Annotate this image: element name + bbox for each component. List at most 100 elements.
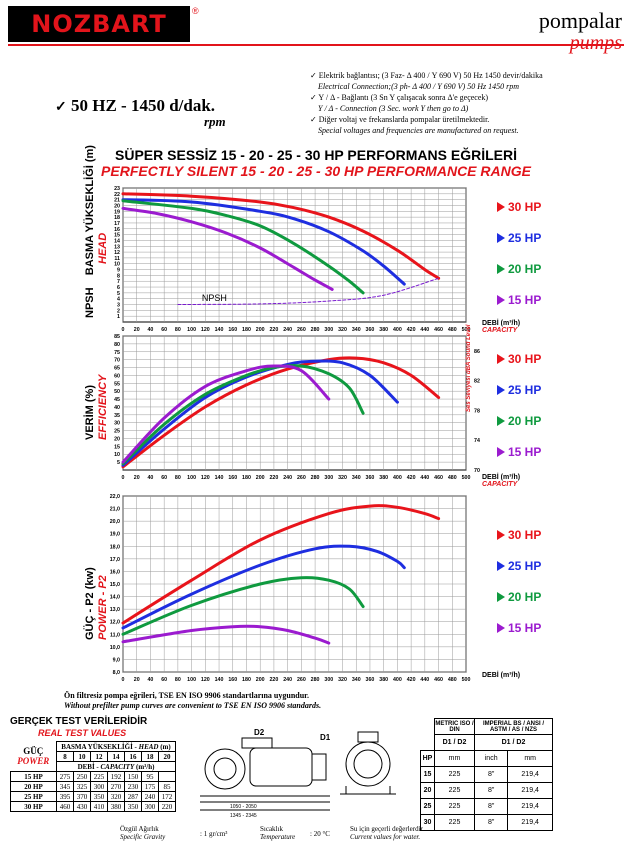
- x-tick-label: 240: [283, 677, 292, 683]
- sound-tick-label: 70: [474, 468, 480, 474]
- x-tick-label: 260: [297, 677, 306, 683]
- dim2-label: 1345 - 2345: [230, 813, 257, 819]
- plot-frame: [122, 335, 467, 471]
- table-row: 15 225 8" 219,4: [420, 766, 553, 783]
- y-tick-label: 8,0: [113, 670, 120, 676]
- capacity-value: 370: [73, 791, 91, 802]
- x-tick-label: 320: [338, 475, 347, 481]
- x-tick-label: 40: [147, 327, 153, 333]
- y-tick-label: 17,0: [110, 557, 120, 563]
- triangle-icon: [497, 561, 505, 571]
- y-tick-label: 5: [117, 460, 120, 466]
- y-tick-label: 18: [114, 215, 120, 221]
- x-tick-label: 180: [242, 677, 251, 683]
- dim-cell-mm: 219,4: [507, 814, 553, 831]
- dim-cell-metric: 225: [434, 814, 475, 831]
- x-tick-label: 120: [201, 677, 210, 683]
- x-tick-label: 260: [297, 475, 306, 481]
- triangle-icon: [497, 354, 505, 364]
- y-tick-label: 18,0: [110, 544, 120, 550]
- x-tick-label: 480: [448, 677, 457, 683]
- capacity-value: 85: [158, 781, 176, 792]
- table-row: 20 225 8" 219,4: [420, 782, 553, 799]
- x-tick-label: 440: [420, 327, 429, 333]
- sound-level-label: Ses Seviyesi dBA Sound Level: [466, 324, 472, 412]
- y-tick-label: 7: [117, 279, 120, 285]
- x-tick-label: 280: [311, 327, 320, 333]
- chart-title-en: PERFECTLY SILENT 15 - 20 - 25 - 30 HP PE…: [101, 163, 531, 179]
- triangle-icon: [497, 592, 505, 602]
- x-tick-label: 300: [324, 475, 333, 481]
- capacity-value: 460: [56, 801, 74, 812]
- check-icon: ✓: [310, 93, 319, 102]
- y-tick-label: 16: [114, 227, 120, 233]
- dim-cell-inch: 8": [473, 782, 509, 799]
- y-tick-label: 20,0: [110, 519, 120, 525]
- y-tick-label: 70: [114, 358, 120, 364]
- frequency-spec: ✓ 50 HZ - 1450 d/dak.: [55, 96, 215, 116]
- legend-item-25hp: 25 HP: [497, 559, 541, 590]
- capacity-value: 325: [73, 781, 91, 792]
- x-tick-label: 80: [175, 677, 181, 683]
- sound-tick-label: 86: [474, 349, 480, 355]
- y-tick-label: 45: [114, 397, 120, 403]
- series-line-npsh: [177, 277, 440, 305]
- sound-tick-label: 82: [474, 379, 480, 385]
- legend-item-15hp: 15 HP: [497, 621, 541, 652]
- x-tick-label: 500: [462, 677, 471, 683]
- y-tick-label: 15: [114, 233, 120, 239]
- x-tick-label: 400: [393, 475, 402, 481]
- y-tick-label: 14: [114, 238, 120, 244]
- head-value: 10: [73, 751, 91, 762]
- legend-item-25hp: 25 HP: [497, 383, 541, 414]
- x-tick-label: 340: [352, 677, 361, 683]
- x-tick-label: 120: [201, 475, 210, 481]
- x-tick-label: 300: [324, 677, 333, 683]
- sg-value: : 1 gr/cm³: [200, 830, 228, 838]
- series-line-30-hp: [121, 356, 441, 469]
- note-line: ✓ Y / Δ - Bağlantı (3 Sn Y çalışacak son…: [310, 93, 489, 102]
- frequency-text: 50 HZ - 1450 d/dak.: [70, 96, 216, 115]
- x-tick-label: 40: [147, 475, 153, 481]
- x-tick-label: 280: [311, 475, 320, 481]
- triangle-icon: [497, 385, 505, 395]
- dim1-label: 1050 - 2050: [230, 804, 257, 810]
- metric-d1d2: D1 / D2: [434, 734, 475, 751]
- dim-cell-hp: 25: [420, 798, 435, 815]
- row-hp: 20 HP: [10, 781, 57, 792]
- triangle-icon: [497, 416, 505, 426]
- series-line-30-hp: [121, 504, 441, 625]
- capacity-value: 150: [124, 771, 142, 782]
- test-table-title-en: REAL TEST VALUES: [38, 728, 127, 738]
- x-tick-label: 60: [161, 475, 167, 481]
- dim-cell-metric: 225: [434, 766, 475, 783]
- x-tick-label: 440: [420, 677, 429, 683]
- drawing-inlet: [213, 757, 237, 781]
- x-tick-label: 20: [134, 327, 140, 333]
- x-tick-label: 140: [215, 475, 224, 481]
- x-tick-label: 220: [269, 677, 278, 683]
- series-line-25-hp: [121, 198, 406, 286]
- x-tick-label: 120: [201, 327, 210, 333]
- npsh-curve-label: NPSH: [202, 293, 227, 303]
- footnote-tr: Ön filtresiz pompa eğrileri, TSE EN ISO …: [64, 691, 309, 700]
- table-row: 15 HP 275 250 225 192 150 95: [10, 771, 176, 782]
- series-line-15-hp: [121, 364, 331, 464]
- x-tick-label: 260: [297, 327, 306, 333]
- y-tick-label: 9: [117, 268, 120, 274]
- x-tick-label: 460: [434, 677, 443, 683]
- row-hp: 30 HP: [10, 801, 57, 812]
- y-tick-label: 1: [117, 314, 120, 320]
- capacity-header: DEBİ - CAPACITY (m³/h): [56, 761, 176, 772]
- head-header: BASMA YÜKSEKLİĞİ - HEAD (m): [56, 741, 176, 752]
- x-tick-label: 320: [338, 327, 347, 333]
- y-tick-label: 22,0: [110, 494, 120, 500]
- head-value: 14: [107, 751, 125, 762]
- series-line-25-hp: [121, 544, 406, 630]
- drawing-front-housing: [345, 741, 391, 787]
- dim-cell-mm: 219,4: [507, 782, 553, 799]
- power-header: GÜÇ POWER: [17, 746, 50, 767]
- x-tick-label: 140: [215, 677, 224, 683]
- legend-item-15hp: 15 HP: [497, 293, 541, 324]
- chart-0: 0 20 40 60 80 100 120 140 160 180 200 220 240 260 280 3…: [114, 186, 470, 333]
